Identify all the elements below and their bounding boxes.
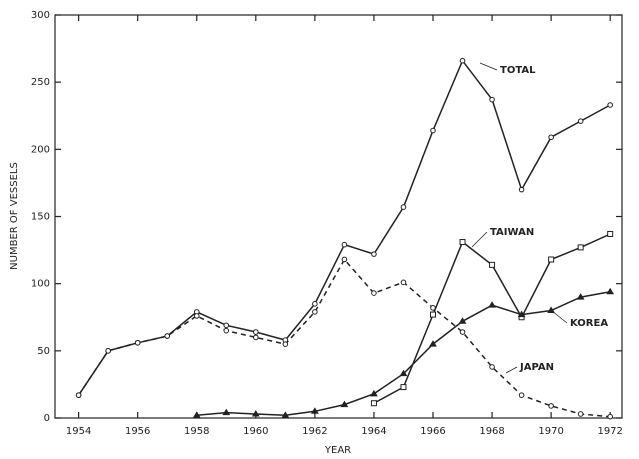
marker	[489, 364, 495, 370]
y-tick-label: 300	[31, 10, 50, 21]
x-tick-label: 1962	[302, 426, 327, 437]
marker	[341, 241, 348, 248]
marker	[518, 392, 525, 398]
marker	[577, 411, 584, 417]
series-line	[196, 290, 611, 417]
y-axis-label: NUMBER OF VESSELS	[9, 162, 20, 270]
marker	[222, 408, 231, 416]
marker	[518, 186, 525, 193]
marker	[459, 57, 466, 64]
marker	[489, 261, 496, 268]
marker	[105, 348, 111, 354]
marker	[576, 293, 585, 300]
marker	[548, 256, 555, 263]
marker	[253, 334, 259, 341]
marker	[223, 327, 230, 334]
series-label: TAIWAN	[490, 227, 534, 238]
marker	[253, 329, 259, 335]
marker	[370, 389, 378, 397]
marker	[134, 339, 141, 346]
x-tick-label: 1956	[125, 426, 150, 437]
series-label: KOREA	[570, 318, 608, 329]
marker	[459, 329, 466, 335]
marker	[251, 409, 260, 417]
marker	[607, 102, 613, 108]
marker	[341, 256, 348, 263]
x-tick-label: 1966	[420, 426, 445, 437]
marker	[517, 310, 526, 318]
marker	[489, 96, 495, 103]
marker	[282, 341, 289, 347]
x-tick-label: 1954	[66, 426, 91, 437]
label-leader	[471, 231, 488, 248]
marker	[548, 403, 554, 409]
marker	[430, 311, 436, 318]
marker	[458, 317, 467, 324]
marker	[459, 239, 466, 246]
marker	[223, 322, 230, 329]
series-label: TOTAL	[500, 65, 536, 76]
label-leader	[551, 310, 568, 324]
marker	[192, 411, 201, 418]
marker	[399, 369, 408, 377]
y-tick-label: 250	[31, 77, 50, 88]
marker	[400, 279, 407, 286]
marker	[430, 127, 436, 134]
marker	[340, 400, 349, 408]
marker	[193, 313, 200, 319]
marker	[577, 118, 584, 124]
marker	[312, 309, 318, 315]
series-label: JAPAN	[519, 362, 554, 373]
marker	[164, 333, 171, 339]
x-tick-label: 1972	[597, 426, 622, 437]
marker	[577, 244, 584, 251]
marker	[75, 392, 82, 398]
marker	[371, 290, 377, 296]
marker	[312, 301, 318, 307]
x-tick-label: 1964	[361, 426, 386, 437]
marker	[607, 413, 613, 420]
y-tick-label: 0	[44, 413, 50, 424]
marker	[488, 301, 496, 308]
marker	[429, 340, 437, 347]
marker	[430, 305, 436, 311]
marker	[607, 230, 614, 237]
x-tick-label: 1960	[243, 426, 268, 437]
y-tick-label: 200	[31, 144, 50, 155]
marker	[370, 400, 377, 407]
x-axis-label: YEAR	[324, 445, 351, 456]
label-leader	[479, 62, 498, 71]
plot-frame	[54, 14, 623, 419]
marker	[548, 134, 554, 141]
marker	[371, 251, 377, 257]
marker	[281, 411, 290, 418]
label-leader	[505, 366, 518, 374]
y-tick-label: 150	[31, 212, 50, 223]
x-tick-label: 1970	[538, 426, 563, 437]
marker	[310, 407, 319, 414]
x-tick-label: 1968	[479, 426, 504, 437]
y-tick-label: 100	[31, 279, 50, 290]
marker	[400, 204, 407, 210]
marker	[606, 287, 615, 295]
marker	[400, 384, 407, 391]
x-tick-label: 1958	[184, 426, 209, 437]
y-tick-label: 50	[37, 346, 50, 357]
